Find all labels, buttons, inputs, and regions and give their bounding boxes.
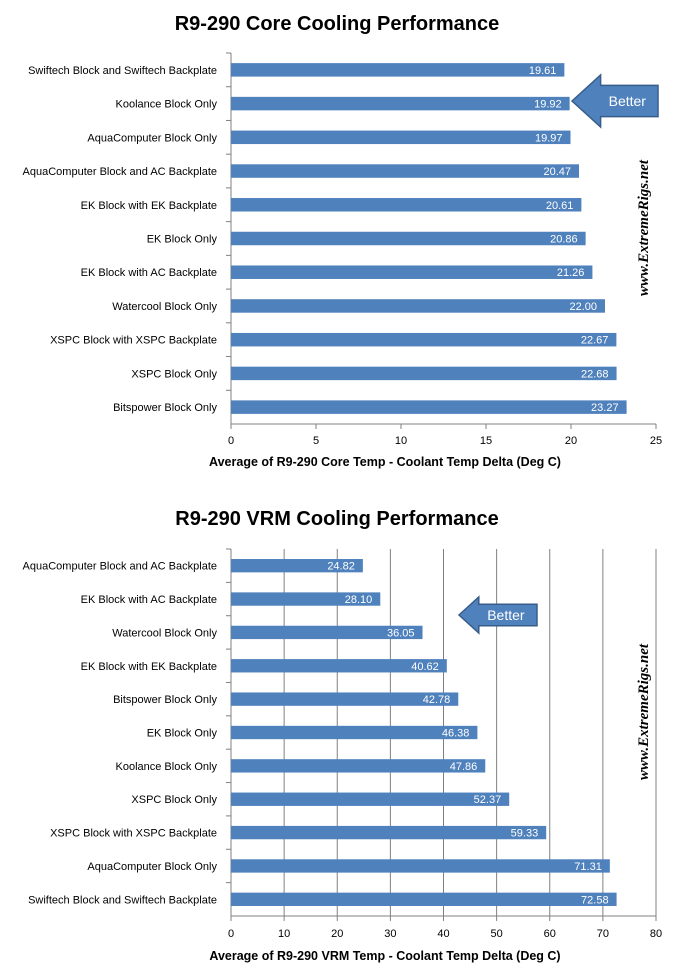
bar (231, 725, 478, 740)
category-label: Bitspower Block Only (113, 694, 217, 706)
watermark: www.ExtremeRigs.net (636, 643, 652, 780)
value-label: 19.92 (534, 99, 562, 111)
bar (231, 759, 486, 773)
x-tick-label: 25 (650, 435, 662, 447)
value-label: 22.00 (569, 301, 597, 313)
bar (231, 559, 363, 573)
x-tick-label: 60 (544, 928, 556, 940)
chart-title: R9-290 Core Cooling Performance (175, 13, 500, 35)
value-label: 22.67 (581, 335, 609, 347)
bar (231, 892, 617, 906)
bar (231, 625, 423, 640)
x-tick-label: 20 (565, 435, 577, 447)
better-arrow-icon (457, 595, 538, 635)
category-label: EK Block Only (147, 234, 218, 246)
category-label: XSPC Block Only (131, 368, 217, 380)
x-tick-label: 15 (480, 435, 492, 447)
x-axis-label: Average of R9-290 VRM Temp - Coolant Tem… (209, 949, 560, 963)
bar (231, 332, 617, 347)
better-annotation: Better (609, 93, 647, 109)
category-label: XSPC Block with XSPC Backplate (50, 335, 217, 347)
value-label: 59.33 (511, 828, 539, 840)
better-annotation: Better (487, 607, 525, 623)
category-label: Watercool Block Only (112, 627, 217, 639)
bar (231, 400, 627, 414)
value-label: 40.62 (411, 661, 439, 673)
bar (231, 164, 579, 178)
value-label: 23.27 (591, 402, 619, 414)
bar (231, 265, 593, 279)
value-label: 36.05 (387, 627, 415, 639)
vrm-chart-svg: R9-290 VRM Cooling Performance 0 10 20 30 40 5… (23, 508, 663, 963)
category-label: Watercool Block Only (112, 301, 217, 313)
bar (231, 825, 547, 840)
x-tick-label: 80 (650, 928, 662, 940)
category-label: Swiftech Block and Swiftech Backplate (28, 65, 217, 77)
value-label: 46.38 (442, 728, 470, 740)
category-label: AquaComputer Block Only (87, 861, 217, 873)
value-label: 47.86 (450, 761, 478, 773)
category-label: Swiftech Block and Swiftech Backplate (28, 894, 217, 906)
value-label: 28.10 (345, 594, 373, 606)
x-tick-label: 5 (313, 435, 319, 447)
x-tick-label: 10 (278, 928, 290, 940)
x-tick-label: 30 (384, 928, 396, 940)
category-label: EK Block with EK Backplate (81, 661, 217, 673)
value-label: 24.82 (327, 561, 355, 573)
bar (231, 592, 381, 606)
value-label: 20.61 (546, 200, 574, 212)
value-label: 20.47 (543, 166, 571, 178)
x-tick-label: 20 (331, 928, 343, 940)
value-label: 52.37 (474, 794, 502, 806)
category-label: Koolance Block Only (116, 761, 218, 773)
x-axis-label: Average of R9-290 Core Temp - Coolant Te… (209, 455, 561, 469)
category-label: EK Block with EK Backplate (81, 200, 217, 212)
value-label: 19.97 (535, 132, 563, 144)
category-label: AquaComputer Block and AC Backplate (23, 166, 217, 178)
chart-title: R9-290 VRM Cooling Performance (175, 508, 498, 530)
x-tick-label: 70 (597, 928, 609, 940)
bar (231, 231, 586, 246)
category-label: AquaComputer Block and AC Backplate (23, 561, 217, 573)
bar (231, 63, 565, 77)
value-label: 19.61 (529, 65, 557, 77)
category-label: XSPC Block with XSPC Backplate (50, 828, 217, 840)
bar (231, 859, 610, 873)
category-label: EK Block Only (147, 728, 218, 740)
category-label: EK Block with AC Backplate (81, 594, 217, 606)
bar (231, 792, 510, 806)
bar (231, 366, 617, 381)
value-label: 42.78 (423, 694, 451, 706)
value-label: 71.31 (574, 861, 602, 873)
x-tick-label: 50 (491, 928, 503, 940)
x-tick-label: 10 (395, 435, 407, 447)
x-tick-label: 0 (228, 435, 234, 447)
bar (231, 659, 447, 673)
core-chart-svg: R9-290 Core Cooling Performance 0 5 10 15 20 2… (23, 13, 663, 469)
bar (231, 198, 582, 212)
better-arrow-icon (570, 73, 659, 129)
core-cooling-chart: R9-290 Core Cooling Performance 0 5 10 15 20 2… (23, 13, 663, 469)
category-label: Koolance Block Only (116, 99, 218, 111)
watermark: www.ExtremeRigs.net (636, 159, 652, 296)
vrm-cooling-chart: R9-290 VRM Cooling Performance 0 10 20 30 40 5… (0, 488, 674, 976)
value-label: 21.26 (557, 267, 585, 279)
x-tick-label: 40 (437, 928, 449, 940)
bar (231, 130, 571, 145)
value-label: 20.86 (550, 234, 578, 246)
category-label: Bitspower Block Only (113, 402, 217, 414)
bar (231, 96, 570, 111)
category-label: AquaComputer Block Only (87, 132, 217, 144)
x-tick-label: 0 (228, 928, 234, 940)
value-label: 22.68 (581, 368, 609, 380)
category-label: EK Block with AC Backplate (81, 267, 217, 279)
bar (231, 299, 605, 313)
bar (231, 692, 459, 706)
value-label: 72.58 (581, 894, 609, 906)
category-label: XSPC Block Only (131, 794, 217, 806)
